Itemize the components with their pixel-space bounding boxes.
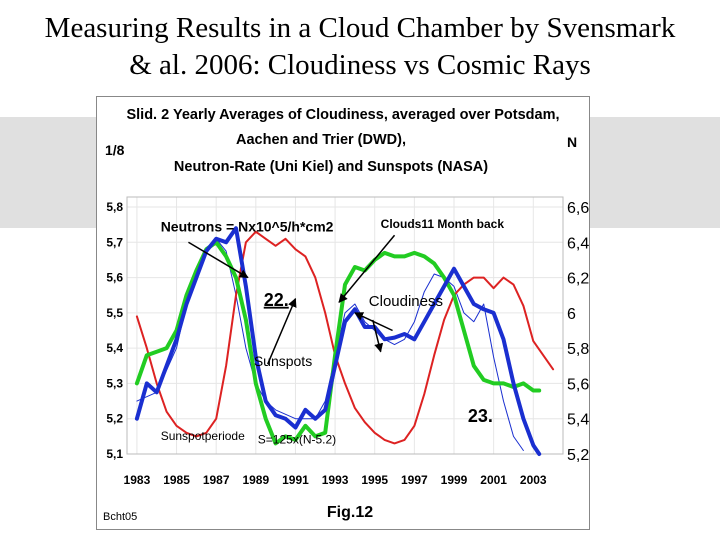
annotation-arrow	[188, 241, 249, 279]
right-tick-label: 6,2	[567, 271, 589, 288]
series-neutrons-nx10-5-h-cm2-	[134, 226, 542, 456]
chart-title: Slid. 2 Yearly Averages of Cloudiness, a…	[126, 107, 559, 175]
chart-footer: Bcht05 Fig.12	[103, 504, 373, 523]
left-tick-label: 5,1	[106, 447, 123, 461]
right-tick-label: 6	[567, 306, 576, 323]
plot-frame	[126, 196, 564, 455]
annotation-arrow	[267, 297, 297, 365]
right-tick-label: 6,4	[567, 235, 589, 252]
chart: Slid. 2 Yearly Averages of Cloudiness, a…	[103, 107, 589, 523]
x-tick-label: 1997	[401, 473, 428, 487]
figure-caption: Fig.12	[327, 504, 373, 521]
annotation-label: Cloudiness	[369, 293, 443, 310]
chart-title-line: Slid. 2 Yearly Averages of Cloudiness, a…	[126, 107, 559, 123]
x-tick-label: 2001	[480, 473, 507, 487]
slide-title: Measuring Results in a Cloud Chamber by …	[0, 10, 720, 84]
x-tick-label: 1999	[441, 473, 468, 487]
annotation-arrows	[188, 234, 396, 365]
annotation-label: Sunspotperiode	[161, 429, 245, 443]
right-axis-unit: N	[567, 134, 577, 150]
chart-title-line: Aachen and Trier (DWD),	[236, 132, 406, 148]
left-tick-label: 5,7	[106, 235, 123, 249]
annotation-arrow	[338, 234, 396, 303]
slide-title-line-2: & al. 2006: Cloudiness vs Cosmic Rays	[129, 49, 591, 81]
x-tick-label: 1987	[203, 473, 230, 487]
left-tick-label: 5,8	[106, 200, 123, 214]
x-tick-label: 1989	[242, 473, 269, 487]
axes: 1/8 N 5,1 5,2 5,3 5,4 5,5 5,6 5,7 5,8 5,2 5,4 5,6 5,8…	[105, 134, 589, 487]
annotation-arrow	[372, 319, 384, 353]
right-tick-label: 5,4	[567, 412, 589, 429]
slide-title-line-1: Measuring Results in a Cloud Chamber by …	[44, 12, 676, 44]
left-tick-label: 5,2	[106, 412, 123, 426]
left-tick-label: 5,5	[106, 306, 123, 320]
left-tick-label: 5,6	[106, 271, 123, 285]
annotation-label: 22.	[264, 290, 289, 310]
chart-figure: Slid. 2 Yearly Averages of Cloudiness, a…	[96, 96, 590, 530]
annotation-label: Sunspots	[254, 353, 312, 369]
right-tick-label: 5,6	[567, 376, 589, 393]
right-tick-label: 5,8	[567, 341, 589, 358]
left-tick-label: 5,4	[106, 341, 123, 355]
series-group	[134, 226, 555, 456]
x-tick-label: 2003	[520, 473, 547, 487]
series-sunspots	[135, 230, 555, 445]
annotation-label: Neutrons = Nx10^5/h*cm2	[161, 219, 334, 235]
annotations: Neutrons = Nx10^5/h*cm2 Clouds11 Month ba…	[161, 217, 505, 446]
x-tick-label: 1993	[322, 473, 349, 487]
footer-author: Bcht05	[103, 511, 137, 523]
x-tick-label: 1985	[163, 473, 190, 487]
x-tick-label: 1983	[124, 473, 151, 487]
x-tick-label: 1995	[361, 473, 388, 487]
series-line	[135, 230, 555, 445]
left-axis-unit: 1/8	[105, 142, 125, 158]
left-tick-label: 5,3	[106, 376, 123, 390]
series-line	[134, 226, 542, 456]
x-tick-label: 1991	[282, 473, 309, 487]
annotation-label: 23.	[468, 406, 493, 426]
chart-title-line: Neutron-Rate (Uni Kiel) and Sunspots (NA…	[174, 159, 488, 175]
annotation-label: Clouds11 Month back	[381, 217, 505, 231]
annotation-label: S=125x(N-5.2)	[258, 432, 336, 446]
right-tick-label: 5,2	[567, 447, 589, 464]
right-tick-label: 6,6	[567, 200, 589, 217]
